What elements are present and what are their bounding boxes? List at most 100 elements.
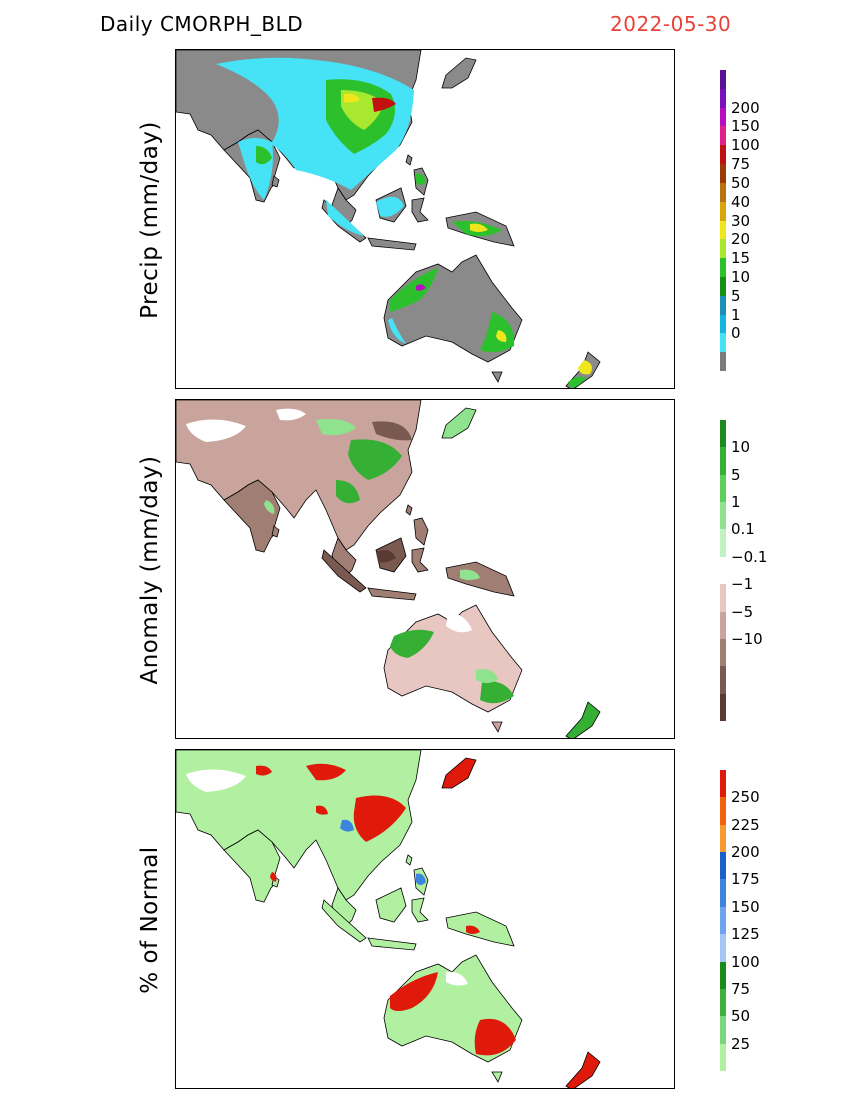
asia-landmass bbox=[176, 750, 422, 901]
colorbar-tick-label: 30 bbox=[731, 211, 751, 230]
colorbar-tick-label: 0 bbox=[731, 324, 741, 343]
borneo bbox=[375, 887, 407, 923]
colorbar-segment bbox=[720, 145, 726, 165]
colorbar-tick-label: 150 bbox=[731, 117, 760, 136]
colorbar-segment bbox=[720, 556, 726, 585]
colorbar-segment bbox=[720, 295, 726, 315]
japan bbox=[441, 57, 477, 89]
colorbar-segment bbox=[720, 797, 726, 825]
colorbar-segment bbox=[720, 852, 726, 880]
colorbar-segment bbox=[720, 474, 726, 503]
philippines bbox=[413, 517, 429, 546]
java bbox=[367, 587, 417, 601]
colorbar-tick-label: 100 bbox=[731, 136, 760, 155]
date-label: 2022-05-30 bbox=[610, 12, 732, 36]
colorbar-segment bbox=[720, 220, 726, 240]
japan bbox=[441, 757, 477, 789]
colorbar-tick-label: 25 bbox=[731, 1034, 751, 1053]
colorbar-tick-label: 1 bbox=[731, 493, 741, 512]
percent-axis-label: % of Normal bbox=[137, 846, 163, 994]
colorbar-tick-label: −1 bbox=[731, 575, 754, 594]
asia-landmass bbox=[176, 400, 422, 551]
colorbar-tick-label: 75 bbox=[731, 979, 751, 998]
sumatra bbox=[321, 899, 367, 943]
colorbar-segment bbox=[720, 502, 726, 530]
colorbar-segment bbox=[720, 107, 726, 127]
colorbar-segment bbox=[720, 611, 726, 639]
new-zealand bbox=[565, 701, 601, 738]
anomaly-map bbox=[175, 399, 675, 739]
sulawesi bbox=[411, 197, 429, 223]
colorbar-tick-label: 5 bbox=[731, 286, 741, 305]
colorbar-segment bbox=[720, 906, 726, 935]
colorbar-segment bbox=[720, 447, 726, 475]
percent-map bbox=[175, 749, 675, 1089]
colorbar-segment bbox=[720, 420, 726, 448]
sulawesi bbox=[411, 547, 429, 573]
colorbar-tick-label: 1 bbox=[731, 305, 741, 324]
colorbar-tick-label: 150 bbox=[731, 897, 760, 916]
sumatra bbox=[321, 549, 367, 593]
sri-lanka bbox=[271, 525, 280, 538]
colorbar-segment bbox=[720, 88, 726, 108]
colorbar-tick-label: −0.1 bbox=[731, 547, 768, 566]
precip-map bbox=[175, 49, 675, 389]
colorbar-tick-label: −5 bbox=[731, 602, 754, 621]
colorbar-segment bbox=[720, 879, 726, 907]
colorbar-tick-label: 40 bbox=[731, 192, 751, 211]
colorbar-segment bbox=[720, 239, 726, 259]
colorbar-segment bbox=[720, 638, 726, 667]
colorbar-tick-label: 10 bbox=[731, 438, 751, 457]
colorbar-segment bbox=[720, 584, 726, 612]
new-zealand bbox=[565, 1051, 601, 1088]
colorbar-tick-label: 200 bbox=[731, 98, 760, 117]
colorbar-tick-label: 200 bbox=[731, 843, 760, 862]
colorbar-tick-label: 50 bbox=[731, 1007, 751, 1026]
precip-colorbar bbox=[720, 70, 726, 371]
tasmania bbox=[491, 1071, 503, 1083]
colorbar-segment bbox=[720, 333, 726, 353]
colorbar-segment bbox=[720, 961, 726, 989]
anomaly-colorbar bbox=[720, 420, 726, 721]
tasmania bbox=[491, 721, 503, 733]
percent-land bbox=[176, 750, 601, 1088]
colorbar-tick-label: 75 bbox=[731, 155, 751, 174]
sulawesi bbox=[411, 897, 429, 923]
colorbar-segment bbox=[720, 934, 726, 962]
japan bbox=[441, 407, 477, 439]
percent-overlay bbox=[186, 763, 516, 1056]
colorbar-segment bbox=[720, 1043, 726, 1071]
colorbar-segment bbox=[720, 164, 726, 183]
colorbar-tick-label: 225 bbox=[731, 815, 760, 834]
colorbar-segment bbox=[720, 126, 726, 146]
colorbar-segment bbox=[720, 1016, 726, 1044]
colorbar-segment bbox=[720, 70, 726, 89]
colorbar-segment bbox=[720, 824, 726, 853]
colorbar-tick-label: 5 bbox=[731, 465, 741, 484]
colorbar-tick-label: −10 bbox=[731, 629, 763, 648]
colorbar-segment bbox=[720, 988, 726, 1017]
colorbar-segment bbox=[720, 314, 726, 334]
colorbar-tick-label: 100 bbox=[731, 952, 760, 971]
new-guinea bbox=[445, 561, 515, 597]
colorbar-tick-label: 250 bbox=[731, 788, 760, 807]
colorbar-tick-label: 20 bbox=[731, 230, 751, 249]
tasmania bbox=[491, 371, 503, 383]
colorbar-segment bbox=[720, 258, 726, 277]
taiwan bbox=[405, 504, 413, 516]
colorbar-tick-label: 125 bbox=[731, 925, 760, 944]
new-guinea bbox=[445, 911, 515, 947]
colorbar-segment bbox=[720, 529, 726, 557]
colorbar-segment bbox=[720, 276, 726, 296]
precip-axis-label: Precip (mm/day) bbox=[137, 121, 163, 319]
product-title: Daily CMORPH_BLD bbox=[100, 12, 304, 36]
precip-overlay bbox=[216, 57, 592, 388]
colorbar-tick-label: 15 bbox=[731, 249, 751, 268]
java bbox=[367, 237, 417, 251]
colorbar-tick-label: 175 bbox=[731, 870, 760, 889]
java bbox=[367, 937, 417, 951]
anomaly-axis-label: Anomaly (mm/day) bbox=[137, 455, 163, 685]
colorbar-segment bbox=[720, 201, 726, 221]
colorbar-tick-label: 10 bbox=[731, 267, 751, 286]
taiwan bbox=[405, 154, 413, 166]
